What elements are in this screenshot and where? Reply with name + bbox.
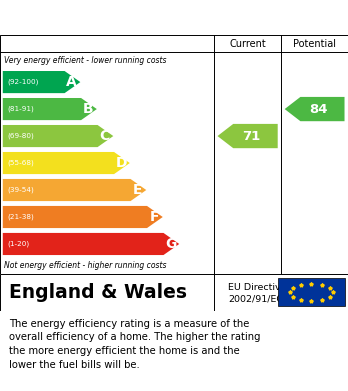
Text: F: F [149,210,159,224]
Text: A: A [66,75,77,89]
Text: The energy efficiency rating is a measure of the
overall efficiency of a home. T: The energy efficiency rating is a measur… [9,319,260,369]
Text: 71: 71 [243,129,261,143]
Polygon shape [285,97,345,121]
Polygon shape [3,179,146,201]
Polygon shape [3,125,113,147]
Polygon shape [3,71,80,93]
Text: C: C [100,129,110,143]
Text: (69-80): (69-80) [7,133,34,139]
Text: (1-20): (1-20) [7,241,29,247]
Text: Current: Current [229,39,266,49]
Text: Potential: Potential [293,39,336,49]
Polygon shape [218,124,278,148]
Text: EU Directive: EU Directive [228,283,286,292]
Bar [278,278,345,307]
Text: (55-68): (55-68) [7,160,34,166]
Text: Very energy efficient - lower running costs: Very energy efficient - lower running co… [4,56,167,65]
Text: 84: 84 [309,102,328,116]
Text: D: D [116,156,127,170]
Text: B: B [83,102,94,116]
Polygon shape [3,98,97,120]
Text: Not energy efficient - higher running costs: Not energy efficient - higher running co… [4,261,167,270]
Text: (21-38): (21-38) [7,214,34,220]
Polygon shape [3,152,130,174]
Text: G: G [165,237,176,251]
Text: (39-54): (39-54) [7,187,34,193]
Polygon shape [3,233,179,255]
Text: E: E [133,183,142,197]
Polygon shape [3,206,163,228]
Text: (92-100): (92-100) [7,79,38,85]
Text: (81-91): (81-91) [7,106,34,112]
Text: England & Wales: England & Wales [9,283,187,302]
Text: Energy Efficiency Rating: Energy Efficiency Rating [9,10,219,25]
Text: 2002/91/EC: 2002/91/EC [228,294,283,303]
